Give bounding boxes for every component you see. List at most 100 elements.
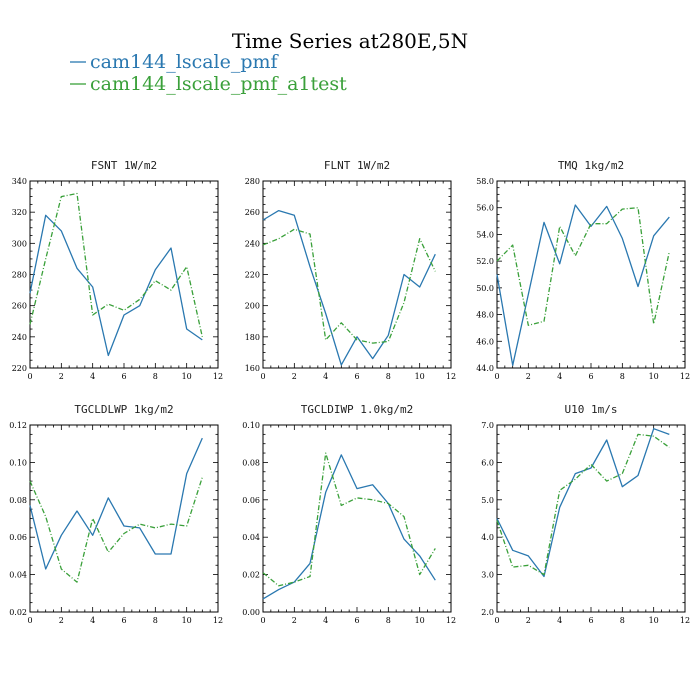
- legend: cam144_lscale_pmf cam144_lscale_pmf_a1te…: [70, 51, 347, 95]
- x-tick-label: 10: [182, 372, 192, 381]
- x-tick-label: 0: [260, 616, 265, 625]
- y-tick-label: 260: [245, 208, 260, 217]
- x-tick-label: 6: [588, 616, 593, 625]
- y-tick-label: 56.0: [476, 204, 494, 213]
- y-tick-label: 280: [12, 271, 27, 280]
- y-tick-label: 0.00: [242, 608, 260, 617]
- series-line-1: [29, 437, 203, 570]
- y-tick-label: 320: [12, 208, 27, 217]
- x-tick-label: 2: [526, 372, 531, 381]
- y-tick-label: 52.0: [476, 257, 494, 266]
- y-tick-label: 280: [245, 177, 260, 186]
- x-tick-label: 0: [27, 372, 32, 381]
- x-tick-label: 0: [494, 616, 499, 625]
- x-tick-label: 6: [588, 372, 593, 381]
- x-tick-label: 4: [90, 372, 95, 381]
- y-tick-label: 0.08: [242, 458, 260, 467]
- y-tick-label: 0.06: [9, 533, 27, 542]
- x-tick-label: 4: [323, 616, 328, 625]
- x-tick-label: 10: [649, 372, 659, 381]
- x-tick-label: 12: [680, 616, 690, 625]
- y-tick-label: 260: [12, 302, 27, 311]
- x-tick-label: 12: [213, 372, 223, 381]
- y-tick-label: 160: [245, 364, 260, 373]
- y-tick-label: 50.0: [476, 284, 494, 293]
- x-tick-label: 4: [90, 616, 95, 625]
- x-tick-label: 12: [446, 372, 456, 381]
- x-tick-label: 6: [354, 616, 359, 625]
- series-line-2: [262, 228, 436, 344]
- y-tick-label: 0.08: [9, 496, 27, 505]
- series-line-2: [496, 207, 670, 326]
- y-tick-label: 240: [245, 239, 260, 248]
- x-tick-label: 2: [59, 616, 64, 625]
- y-tick-label: 0.04: [9, 571, 27, 580]
- series-line-2: [29, 192, 203, 337]
- panel-title: FSNT 1W/m2: [91, 159, 157, 172]
- y-tick-label: 2.0: [481, 608, 494, 617]
- y-tick-label: 220: [245, 271, 260, 280]
- x-tick-label: 6: [354, 372, 359, 381]
- y-tick-label: 44.0: [476, 364, 494, 373]
- chart-panels: FSNT 1W/m20 2 4 6 8 10 12220240260280300320340…: [9, 159, 690, 625]
- y-tick-label: 46.0: [476, 337, 494, 346]
- y-tick-label: 0.02: [242, 571, 260, 580]
- panel-title: TGCLDIWP 1.0kg/m2: [301, 403, 414, 416]
- panel-title: FLNT 1W/m2: [324, 159, 390, 172]
- x-tick-label: 8: [153, 372, 158, 381]
- chart-panel-4: TGCLDLWP 1kg/m2 0 2 4 6 8 10 12 0.02 0.04 0.06 0.08…: [9, 403, 223, 625]
- x-tick-label: 2: [526, 616, 531, 625]
- chart-panel-5: TGCLDIWP 1.0kg/m2 0 2 4 6 8 10 12 0.00 0.02 0.04 0.…: [242, 403, 456, 625]
- plot-frame: [29, 180, 219, 369]
- series-line-2: [496, 433, 670, 576]
- y-tick-label: 5.0: [481, 496, 494, 505]
- y-tick-label: 0.10: [242, 421, 260, 430]
- series-line-1: [29, 214, 203, 357]
- series-line-1: [496, 204, 670, 366]
- x-tick-label: 10: [649, 616, 659, 625]
- y-tick-label: 7.0: [481, 421, 494, 430]
- y-tick-label: 0.02: [9, 608, 27, 617]
- x-tick-label: 2: [59, 372, 64, 381]
- series-line-2: [29, 477, 203, 583]
- y-tick-label: 340: [12, 177, 27, 186]
- x-tick-label: 2: [292, 372, 297, 381]
- plot-frame: [496, 180, 686, 369]
- x-tick-label: 0: [260, 372, 265, 381]
- y-tick-label: 54.0: [476, 230, 494, 239]
- figure-title: Time Series at280E,5N: [232, 29, 468, 53]
- x-tick-label: 8: [620, 616, 625, 625]
- x-tick-label: 6: [121, 372, 126, 381]
- y-tick-label: 0.04: [242, 533, 260, 542]
- y-tick-label: 58.0: [476, 177, 494, 186]
- chart-panel-1: FSNT 1W/m2 0 2 4 6 8 10 12 220 240 260 280 300 320 340: [12, 159, 223, 381]
- x-tick-label: 8: [620, 372, 625, 381]
- series-line-1: [262, 454, 436, 600]
- legend-label-series-1: cam144_lscale_pmf: [90, 51, 280, 73]
- series-line-1: [262, 209, 436, 366]
- x-tick-label: 10: [182, 616, 192, 625]
- x-tick-label: 0: [494, 372, 499, 381]
- y-tick-label: 300: [12, 239, 27, 248]
- y-tick-label: 3.0: [481, 571, 494, 580]
- y-tick-label: 220: [12, 364, 27, 373]
- x-tick-label: 4: [323, 372, 328, 381]
- x-tick-label: 12: [680, 372, 690, 381]
- panel-title: TMQ 1kg/m2: [558, 159, 624, 172]
- x-tick-label: 12: [213, 616, 223, 625]
- panel-title: U10 1m/s: [565, 403, 618, 416]
- y-tick-label: 0.10: [9, 458, 27, 467]
- x-tick-label: 8: [386, 372, 391, 381]
- x-tick-label: 4: [557, 372, 562, 381]
- chart-panel-2: FLNT 1W/m2 0 2 4 6 8 10 12 160 180 200 220 240 260 280: [245, 159, 456, 381]
- x-tick-label: 10: [415, 372, 425, 381]
- x-tick-label: 2: [292, 616, 297, 625]
- chart-panel-3: TMQ 1kg/m2 0 2 4 6 8 10 12 44.0 46.0 48.0 50.0 52.0 5…: [476, 159, 690, 381]
- x-tick-label: 10: [415, 616, 425, 625]
- y-tick-label: 0.12: [9, 421, 27, 430]
- panel-title: TGCLDLWP 1kg/m2: [74, 403, 173, 416]
- x-tick-label: 0: [27, 616, 32, 625]
- x-tick-label: 4: [557, 616, 562, 625]
- x-tick-label: 12: [446, 616, 456, 625]
